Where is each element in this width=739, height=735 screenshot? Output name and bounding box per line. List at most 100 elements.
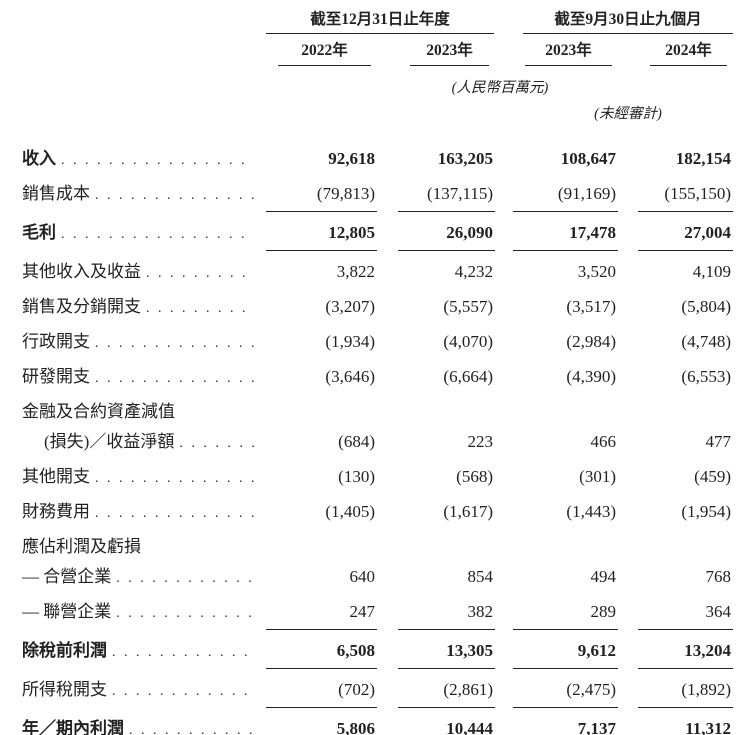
- row-label-cell: 其他收入及收益 . . . . . . . . . . . . . . . . …: [0, 260, 266, 285]
- value-fy2022: (1,934): [325, 332, 375, 351]
- dot-leader: . . . . . . . . . . . . . . . . . . . . …: [146, 301, 254, 316]
- row-label: 其他收入及收益: [22, 262, 141, 281]
- row-label: — 合營企業: [22, 567, 112, 586]
- row-label-cell: 財務費用 . . . . . . . . . . . . . . . . . .…: [0, 500, 266, 525]
- dot-leader: . . . . . . . . . . . . . . . . . . . . …: [179, 436, 254, 451]
- value-fy2022: (79,813): [266, 182, 377, 212]
- value-9m2024: 27,004: [638, 221, 733, 251]
- row-label-cell: 行政開支 . . . . . . . . . . . . . . . . . .…: [0, 330, 266, 355]
- value-9m2024: 477: [705, 432, 732, 451]
- value-9m2024: (4,748): [681, 332, 731, 351]
- value-9m2024: 182,154: [675, 149, 731, 168]
- value-9m2024: (1,954): [681, 502, 731, 521]
- value-9m2023: 466: [590, 432, 617, 451]
- table-row: 除稅前利潤 . . . . . . . . . . . . . . . . . …: [0, 639, 739, 669]
- value-fy2022: (1,405): [325, 502, 375, 521]
- dot-leader: . . . . . . . . . . . . . . . . . . . . …: [61, 153, 254, 168]
- table-row: 年／期內利潤 . . . . . . . . . . . . . . . . .…: [0, 717, 739, 735]
- value-fy2023: (137,115): [398, 182, 495, 212]
- table-row: 毛利 . . . . . . . . . . . . . . . . . . .…: [0, 221, 739, 251]
- value-9m2023: (91,169): [513, 182, 618, 212]
- table-row: 行政開支 . . . . . . . . . . . . . . . . . .…: [0, 330, 739, 355]
- value-fy2022: 92,618: [328, 149, 375, 168]
- dot-leader: . . . . . . . . . . . . . . . . . . . . …: [129, 723, 254, 735]
- value-9m2024: 4,109: [692, 262, 731, 281]
- table-row: (損失)／收益淨額 . . . . . . . . . . . . . . . …: [0, 430, 739, 455]
- value-fy2022: (702): [266, 678, 377, 708]
- column-header-fy2022: 2022年: [266, 41, 377, 66]
- value-9m2023: (301): [579, 467, 616, 486]
- value-fy2022: 12,805: [266, 221, 377, 251]
- value-fy2023: 223: [467, 432, 494, 451]
- value-fy2023: (2,861): [398, 678, 495, 708]
- table-row: 金融及合約資產減值: [0, 400, 739, 423]
- column-header-9m2023: 2023年: [513, 41, 618, 66]
- value-fy2022: 5,806: [266, 717, 377, 735]
- value-fy2023: (5,557): [443, 297, 493, 316]
- table-row: 應佔利潤及虧損: [0, 535, 739, 558]
- row-label-cell: 年／期內利潤 . . . . . . . . . . . . . . . . .…: [0, 717, 266, 735]
- value-9m2023: 289: [513, 600, 618, 630]
- value-fy2023: (568): [456, 467, 493, 486]
- value-fy2022: 247: [266, 600, 377, 630]
- dot-leader: . . . . . . . . . . . . . . . . . . . . …: [95, 336, 254, 351]
- period-group-header-row: 截至12月31日止年度 截至9月30日止九個月: [0, 10, 739, 34]
- dot-leader: . . . . . . . . . . . . . . . . . . . . …: [95, 471, 254, 486]
- year-header-row: 2022年 2023年 2023年 2024年: [0, 41, 739, 66]
- row-label-cell: 金融及合約資產減值: [0, 400, 266, 423]
- dot-leader: . . . . . . . . . . . . . . . . . . . . …: [116, 606, 254, 621]
- unaudited-note: (未經審計): [594, 106, 662, 122]
- value-fy2022: (684): [338, 432, 375, 451]
- value-fy2023: (1,617): [443, 502, 493, 521]
- currency-unit-note: (人民幣百萬元): [451, 80, 549, 96]
- value-9m2024: (459): [694, 467, 731, 486]
- value-9m2023: 108,647: [560, 149, 616, 168]
- row-label-cell: 銷售成本 . . . . . . . . . . . . . . . . . .…: [0, 182, 266, 207]
- period-group-annual: 截至12月31日止年度: [266, 10, 494, 34]
- value-fy2023: 4,232: [454, 262, 493, 281]
- row-label-cell: — 聯營企業 . . . . . . . . . . . . . . . . .…: [0, 600, 266, 625]
- row-label: 所得稅開支: [22, 680, 107, 699]
- value-9m2024: (155,150): [638, 182, 733, 212]
- table-row: 銷售成本 . . . . . . . . . . . . . . . . . .…: [0, 182, 739, 212]
- row-label-cell: 毛利 . . . . . . . . . . . . . . . . . . .…: [0, 221, 266, 246]
- value-fy2022: 640: [349, 567, 376, 586]
- row-label-cell: 除稅前利潤 . . . . . . . . . . . . . . . . . …: [0, 639, 266, 664]
- table-row: 銷售及分銷開支 . . . . . . . . . . . . . . . . …: [0, 295, 739, 320]
- dot-leader: . . . . . . . . . . . . . . . . . . . . …: [95, 188, 254, 203]
- table-row: 其他收入及收益 . . . . . . . . . . . . . . . . …: [0, 260, 739, 285]
- row-label-cell: 收入 . . . . . . . . . . . . . . . . . . .…: [0, 147, 266, 172]
- value-9m2023: (4,390): [566, 367, 616, 386]
- value-9m2023: (2,984): [566, 332, 616, 351]
- value-9m2023: 7,137: [513, 717, 618, 735]
- column-header-fy2023: 2023年: [398, 41, 495, 66]
- row-label: 毛利: [22, 223, 56, 242]
- value-9m2023: (3,517): [566, 297, 616, 316]
- value-fy2023: (6,664): [443, 367, 493, 386]
- value-9m2023: (2,475): [513, 678, 618, 708]
- value-9m2024: (6,553): [681, 367, 731, 386]
- row-label: 應佔利潤及虧損: [22, 537, 141, 556]
- value-9m2023: 17,478: [513, 221, 618, 251]
- value-fy2022: 3,822: [336, 262, 375, 281]
- row-label: 研發開支: [22, 367, 90, 386]
- dot-leader: . . . . . . . . . . . . . . . . . . . . …: [112, 645, 254, 660]
- value-9m2023: 3,520: [577, 262, 616, 281]
- row-label: 行政開支: [22, 332, 90, 351]
- dot-leader: . . . . . . . . . . . . . . . . . . . . …: [112, 684, 254, 699]
- row-label: 金融及合約資產減值: [22, 402, 175, 421]
- dot-leader: . . . . . . . . . . . . . . . . . . . . …: [95, 371, 254, 386]
- row-label: 年／期內利潤: [22, 719, 124, 735]
- value-fy2022: (3,646): [325, 367, 375, 386]
- value-fy2023: 854: [467, 567, 494, 586]
- row-label: 其他開支: [22, 467, 90, 486]
- table-row: 研發開支 . . . . . . . . . . . . . . . . . .…: [0, 365, 739, 390]
- dot-leader: . . . . . . . . . . . . . . . . . . . . …: [146, 266, 254, 281]
- table-row: 其他開支 . . . . . . . . . . . . . . . . . .…: [0, 465, 739, 490]
- row-label-cell: 研發開支 . . . . . . . . . . . . . . . . . .…: [0, 365, 266, 390]
- row-label-cell: 所得稅開支 . . . . . . . . . . . . . . . . . …: [0, 678, 266, 703]
- value-9m2024: 11,312: [638, 717, 733, 735]
- value-9m2023: 494: [590, 567, 617, 586]
- value-9m2024: 768: [705, 567, 732, 586]
